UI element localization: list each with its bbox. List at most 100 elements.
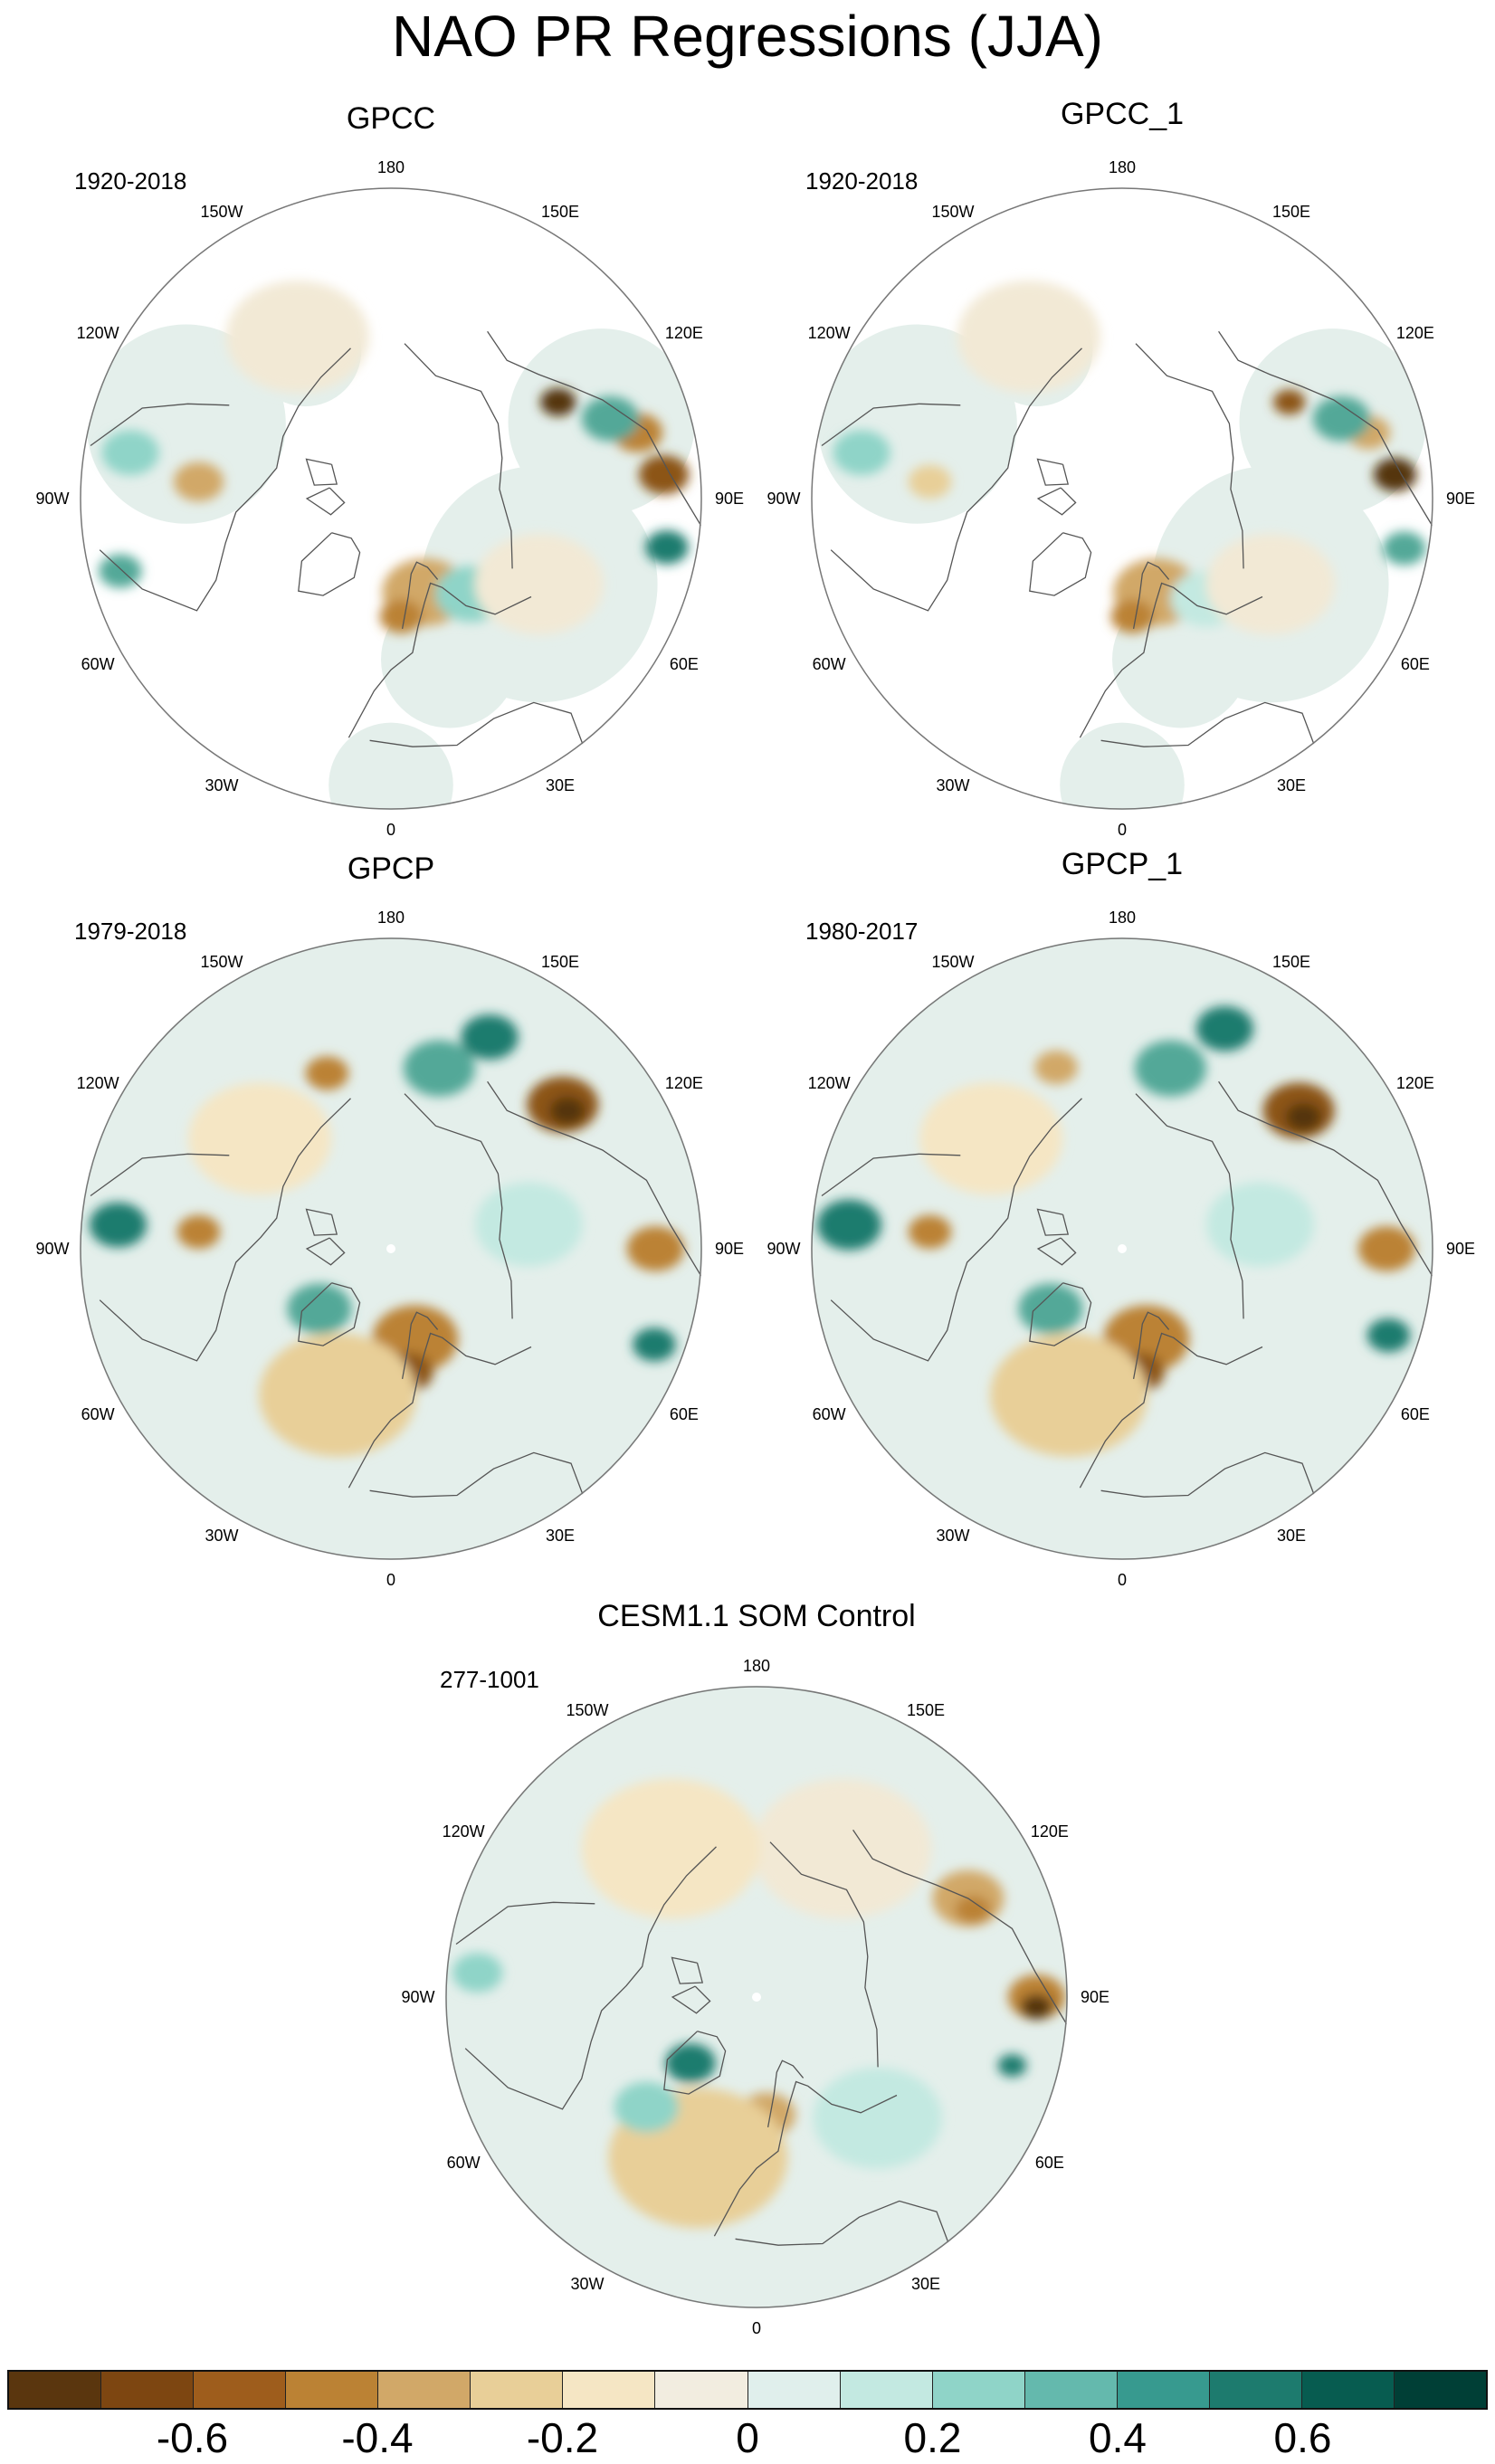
map-boundary bbox=[80, 937, 702, 1560]
anomaly-region bbox=[1382, 531, 1426, 566]
colorbar-swatch bbox=[655, 2372, 748, 2408]
longitude-label: 60E bbox=[669, 654, 699, 673]
longitude-label: 30E bbox=[1276, 775, 1307, 794]
anomaly-region bbox=[287, 1283, 352, 1335]
panel-title: GPCP bbox=[347, 851, 435, 886]
anomaly-region bbox=[1312, 395, 1371, 442]
coastline bbox=[1036, 487, 1077, 516]
panel-period: 277-1001 bbox=[440, 1666, 539, 1693]
anomaly-region bbox=[833, 430, 890, 475]
coastline bbox=[298, 1282, 361, 1346]
anomaly-region bbox=[1020, 1993, 1053, 2020]
anomaly-region bbox=[638, 454, 690, 495]
land-data-region bbox=[1060, 722, 1185, 810]
longitude-label: 150E bbox=[540, 203, 580, 222]
panel-period: 1920-2018 bbox=[805, 167, 919, 195]
panel-title: GPCC_1 bbox=[1060, 97, 1185, 131]
anomaly-region bbox=[581, 395, 640, 442]
polar-map bbox=[80, 937, 702, 1560]
coastline bbox=[1079, 1332, 1263, 1489]
longitude-label: 30W bbox=[570, 2274, 605, 2293]
coastline bbox=[1029, 1282, 1092, 1346]
colorbar-tick-label: -0.4 bbox=[341, 2414, 414, 2461]
colorbar-swatch bbox=[1117, 2372, 1210, 2408]
longitude-label: 30W bbox=[205, 1526, 239, 1545]
longitude-label: 0 bbox=[386, 820, 396, 839]
panel-period: 1979-2018 bbox=[74, 918, 187, 945]
anomaly-region bbox=[173, 461, 224, 502]
longitude-label: 90W bbox=[35, 490, 70, 508]
coastline bbox=[671, 1985, 711, 2014]
anomaly-region bbox=[403, 1040, 475, 1097]
longitude-label: 120E bbox=[1030, 1822, 1069, 1841]
coastline bbox=[767, 2060, 805, 2128]
longitude-label: 120W bbox=[76, 1074, 119, 1093]
north-pole-marker bbox=[386, 1244, 395, 1253]
anomaly-region bbox=[89, 1202, 148, 1248]
coastline bbox=[404, 343, 513, 569]
longitude-label: 120W bbox=[442, 1822, 485, 1841]
coastline bbox=[99, 347, 351, 612]
longitude-label: 120E bbox=[1395, 324, 1434, 343]
anomaly-region bbox=[626, 1226, 685, 1271]
longitude-label: 30W bbox=[936, 775, 970, 794]
longitude-label: 90E bbox=[1080, 1988, 1110, 2006]
anomaly-region bbox=[908, 1214, 952, 1249]
anomaly-region bbox=[1285, 1102, 1322, 1131]
polar-map bbox=[80, 187, 702, 810]
anomaly-region bbox=[1034, 1051, 1078, 1085]
longitude-label: 90E bbox=[1445, 490, 1476, 508]
coastline bbox=[464, 1846, 717, 2110]
map-boundary bbox=[445, 1686, 1068, 2308]
polar-map bbox=[811, 187, 1433, 810]
north-pole-marker bbox=[1118, 1244, 1127, 1253]
longitude-label: 90E bbox=[1445, 1240, 1476, 1258]
anomaly-region bbox=[1205, 533, 1336, 635]
longitude-label: 150W bbox=[931, 203, 975, 222]
longitude-label: 180 bbox=[742, 1657, 771, 1676]
longitude-label: 120W bbox=[807, 324, 851, 343]
anomaly-region bbox=[908, 464, 952, 499]
polar-map bbox=[445, 1686, 1068, 2308]
anomaly-region bbox=[1357, 1226, 1416, 1271]
longitude-label: 30E bbox=[545, 775, 576, 794]
map-boundary bbox=[811, 187, 1433, 810]
coastline bbox=[1100, 701, 1315, 747]
anomaly-region bbox=[752, 1778, 932, 1919]
colorbar-tick-label: 0.6 bbox=[1273, 2414, 1332, 2461]
coastline bbox=[671, 1956, 704, 1984]
coastline bbox=[1218, 330, 1433, 527]
longitude-label: 150E bbox=[1271, 953, 1311, 972]
coastline bbox=[663, 2031, 727, 2095]
coastline bbox=[713, 2080, 898, 2237]
longitude-label: 150W bbox=[931, 953, 975, 972]
anomaly-region bbox=[305, 1056, 349, 1090]
longitude-label: 0 bbox=[1117, 1570, 1128, 1589]
north-pole-marker bbox=[1118, 494, 1127, 503]
anomaly-region bbox=[379, 599, 424, 633]
coastline bbox=[305, 1237, 346, 1266]
longitude-label: 180 bbox=[1108, 158, 1137, 177]
coastline bbox=[1218, 1080, 1433, 1277]
coastline bbox=[99, 1098, 351, 1362]
longitude-label: 60E bbox=[669, 1404, 699, 1423]
longitude-label: 60E bbox=[1034, 2153, 1064, 2172]
longitude-label: 120E bbox=[1395, 1074, 1434, 1093]
coastline bbox=[90, 1153, 230, 1197]
longitude-label: 60W bbox=[81, 1404, 115, 1423]
map-boundary bbox=[811, 937, 1433, 1560]
panel-title: GPCP_1 bbox=[1061, 847, 1184, 881]
coastline bbox=[305, 1208, 338, 1236]
longitude-label: 60W bbox=[812, 654, 846, 673]
colorbar-swatch bbox=[378, 2372, 471, 2408]
colorbar-swatch bbox=[1394, 2372, 1486, 2408]
anomaly-region bbox=[1366, 1318, 1411, 1353]
longitude-label: 120E bbox=[664, 1074, 703, 1093]
colorbar-swatch bbox=[840, 2372, 933, 2408]
anomaly-region bbox=[990, 1333, 1148, 1457]
anomaly-region bbox=[581, 1778, 761, 1919]
anomaly-region bbox=[475, 1182, 583, 1267]
longitude-label: 150E bbox=[1271, 203, 1311, 222]
coastline bbox=[1135, 1093, 1244, 1319]
coastline bbox=[455, 1901, 595, 1946]
